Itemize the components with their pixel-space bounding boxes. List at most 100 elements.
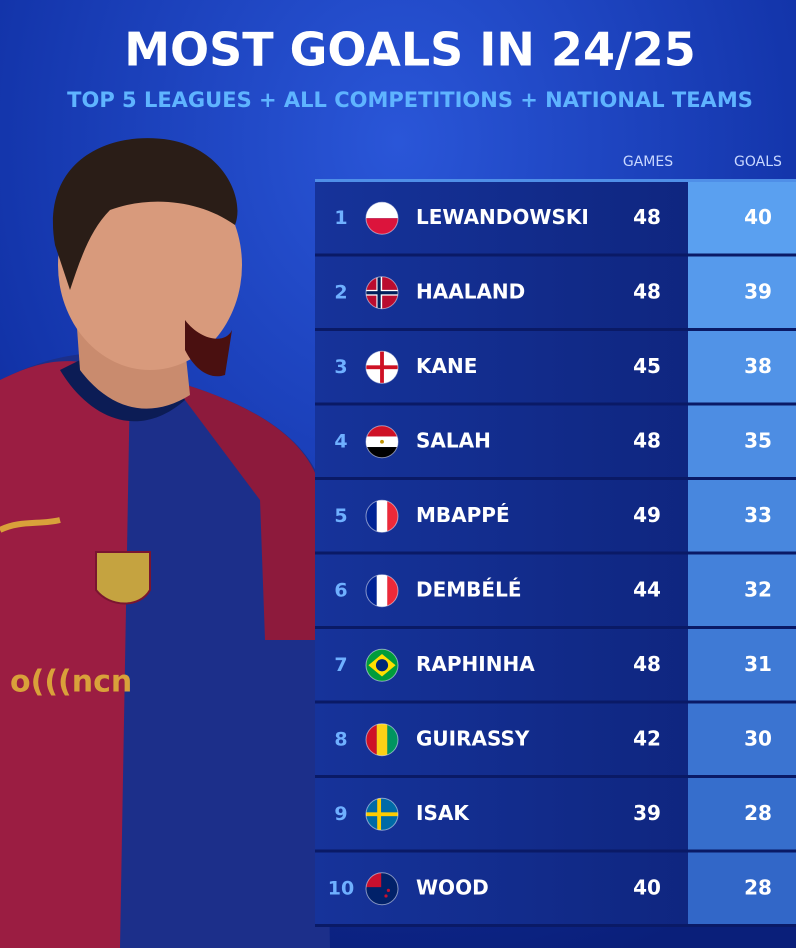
flag-part xyxy=(366,723,377,756)
flag-ring xyxy=(365,797,399,831)
flag-ring xyxy=(365,276,399,310)
goals-cell xyxy=(688,629,796,701)
row-separator xyxy=(315,849,796,853)
goals: 38 xyxy=(744,354,772,378)
row-separator xyxy=(315,402,796,406)
flag xyxy=(366,202,398,235)
games: 40 xyxy=(633,875,661,899)
flag xyxy=(366,798,398,831)
flag-part xyxy=(366,218,398,235)
goals: 32 xyxy=(744,577,772,601)
goals: 33 xyxy=(744,503,772,527)
flag-part xyxy=(366,425,398,437)
games: 42 xyxy=(633,726,661,750)
goals-cell xyxy=(688,405,796,477)
rank: 6 xyxy=(334,579,347,601)
flag-ring xyxy=(365,201,399,235)
flag-part xyxy=(375,659,389,672)
goals: 28 xyxy=(744,875,772,899)
row-separator xyxy=(315,626,796,629)
flag-part xyxy=(366,202,398,219)
flag-part xyxy=(387,574,398,607)
svg-text:o(((ncn: o(((ncn xyxy=(10,665,132,700)
goals-cell xyxy=(688,778,796,850)
flag-part xyxy=(380,439,384,444)
flag xyxy=(366,574,398,607)
flag xyxy=(366,276,398,309)
player-name: KANE xyxy=(416,354,477,378)
flag xyxy=(366,500,398,533)
flag-part xyxy=(376,500,388,533)
flag-ring xyxy=(365,350,399,384)
flag xyxy=(366,351,398,384)
games: 48 xyxy=(633,428,661,452)
goals-cell xyxy=(688,703,796,775)
rank: 7 xyxy=(334,654,347,676)
flag-part xyxy=(384,894,388,898)
goals: 39 xyxy=(744,279,772,303)
row-separator xyxy=(315,328,796,331)
flag xyxy=(366,425,398,458)
table-top-rule xyxy=(315,179,796,182)
row-separator xyxy=(315,253,796,257)
flag-part xyxy=(387,723,398,756)
column-header: GOALS xyxy=(734,154,782,170)
games: 44 xyxy=(633,577,661,601)
games: 49 xyxy=(633,503,661,527)
goals: 35 xyxy=(744,428,772,452)
row-separator xyxy=(315,700,796,704)
flag-part xyxy=(386,888,390,892)
rank: 2 xyxy=(334,281,347,303)
flag xyxy=(366,649,398,682)
goals-cell xyxy=(688,256,796,328)
goals: 30 xyxy=(744,726,772,750)
rank: 8 xyxy=(334,728,347,750)
goals: 31 xyxy=(744,652,772,676)
goals-cell xyxy=(688,852,796,924)
player-name: DEMBÉLÉ xyxy=(416,577,521,601)
flag-part xyxy=(376,723,388,756)
player-name: SALAH xyxy=(416,428,491,452)
rank: 9 xyxy=(334,803,347,825)
flag-part xyxy=(387,500,398,533)
rank: 10 xyxy=(328,877,354,899)
games: 48 xyxy=(633,652,661,676)
games: 48 xyxy=(633,205,661,229)
player-illustration: o(((ncn xyxy=(0,138,330,948)
player-name: LEWANDOWSKI xyxy=(416,205,589,229)
table: 1 LEWANDOWSKI 48 40 2 HAALAND 48 39 3 KANE 45 38 4 SA… xyxy=(315,182,796,927)
flag-ring xyxy=(365,425,399,459)
flag-ring xyxy=(365,499,399,533)
rank: 1 xyxy=(334,207,347,229)
rank: 4 xyxy=(334,430,347,452)
flag-part xyxy=(366,812,398,817)
row-separator xyxy=(315,924,796,927)
flag-ring xyxy=(365,574,399,608)
rank: 5 xyxy=(334,505,347,527)
games: 45 xyxy=(633,354,661,378)
goals: 40 xyxy=(744,205,772,229)
flag-part xyxy=(366,574,377,607)
column-header: GAMES xyxy=(623,154,673,170)
rank: 3 xyxy=(334,356,347,378)
games: 48 xyxy=(633,279,661,303)
player-name: HAALAND xyxy=(416,279,525,303)
flag-part xyxy=(366,447,398,458)
flag-ring xyxy=(365,723,399,757)
title: MOST GOALS IN 24/25 xyxy=(124,23,696,77)
flag-part xyxy=(366,500,377,533)
flag-part xyxy=(366,365,398,370)
goals-cell xyxy=(688,554,796,626)
player-name: RAPHINHA xyxy=(416,652,535,676)
player-name: MBAPPÉ xyxy=(416,503,510,527)
games: 39 xyxy=(633,801,661,825)
subtitle: TOP 5 LEAGUES + ALL COMPETITIONS + NATIO… xyxy=(67,88,753,112)
goals-cell xyxy=(688,480,796,552)
flag-part xyxy=(376,574,388,607)
goals: 28 xyxy=(744,801,772,825)
player-name: GUIRASSY xyxy=(416,726,530,750)
player-name: WOOD xyxy=(416,875,489,899)
flag-ring xyxy=(365,648,399,682)
player-name: ISAK xyxy=(416,801,470,825)
